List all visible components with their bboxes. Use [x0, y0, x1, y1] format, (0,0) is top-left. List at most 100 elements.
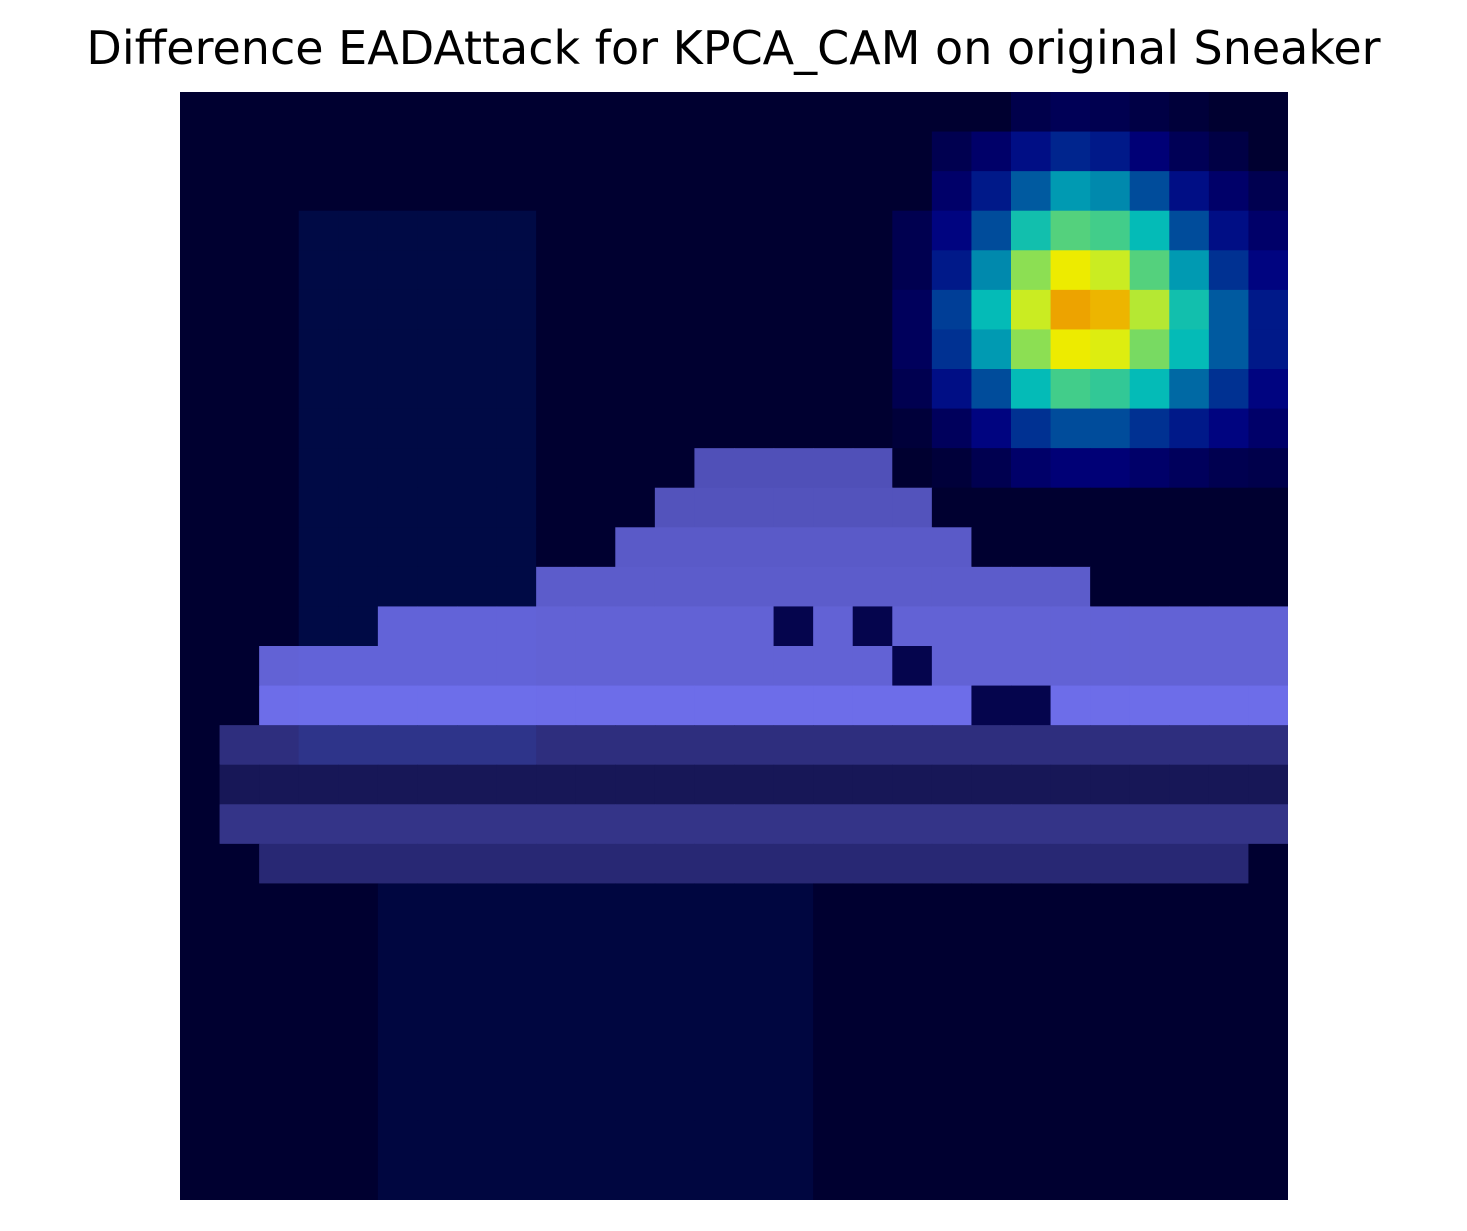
heatmap-cell — [496, 606, 537, 647]
heatmap-cell — [298, 923, 339, 964]
heatmap-cell — [219, 131, 260, 172]
heatmap-cell — [694, 1041, 735, 1082]
heatmap-cell — [1129, 1120, 1170, 1162]
heatmap-cell — [694, 725, 735, 766]
heatmap-cell — [1208, 725, 1250, 766]
heatmap-cell — [654, 923, 696, 964]
heatmap-cell — [1050, 527, 1091, 568]
heatmap-cell — [1050, 92, 1091, 133]
heatmap-cell — [615, 725, 656, 766]
heatmap-cell — [180, 646, 221, 687]
heatmap-cell — [852, 527, 893, 568]
heatmap-cell — [1169, 606, 1210, 647]
heatmap-cell — [1169, 171, 1210, 212]
heatmap-cell — [852, 171, 893, 212]
heatmap-cell — [694, 1160, 735, 1200]
heatmap-cell — [892, 1041, 933, 1082]
heatmap-cell — [536, 527, 577, 568]
heatmap-cell — [615, 804, 656, 845]
heatmap-cell — [377, 843, 419, 885]
heatmap-cell — [496, 883, 537, 924]
heatmap-cell — [219, 804, 260, 845]
heatmap-cell — [180, 685, 221, 726]
heatmap-cell — [338, 1120, 379, 1162]
heatmap-cell — [536, 1120, 577, 1162]
heatmap-cell — [496, 527, 537, 568]
heatmap-cell — [654, 962, 696, 1003]
heatmap-cell — [575, 408, 616, 449]
heatmap-cell — [298, 92, 339, 133]
heatmap-cell — [734, 685, 775, 726]
heatmap-cell — [259, 646, 300, 687]
heatmap-cell — [1090, 250, 1131, 291]
heatmap-cell — [773, 250, 814, 291]
heatmap-cell — [892, 329, 933, 370]
heatmap-cell — [615, 764, 656, 805]
heatmap-cell — [971, 408, 1012, 449]
heatmap-cell — [615, 210, 656, 251]
heatmap-cell — [892, 250, 933, 291]
heatmap-cell — [575, 131, 616, 172]
heatmap-cell — [180, 210, 221, 251]
heatmap-cell — [1208, 210, 1250, 251]
heatmap-cell — [496, 448, 537, 489]
heatmap-cell — [575, 1081, 616, 1122]
heatmap-cell — [892, 210, 933, 251]
heatmap-cell — [1129, 962, 1170, 1003]
heatmap-cell — [852, 408, 893, 449]
heatmap-cell — [457, 883, 498, 924]
heatmap-cell — [180, 1120, 221, 1162]
heatmap-cell — [298, 725, 339, 766]
heatmap-cell — [852, 92, 893, 133]
heatmap-cell — [377, 804, 419, 845]
heatmap-cell — [1208, 843, 1250, 885]
heatmap-cell — [1208, 606, 1250, 647]
heatmap-cell — [1050, 210, 1091, 251]
heatmap-cell — [852, 448, 893, 489]
heatmap-cell — [298, 369, 339, 410]
heatmap-cell — [1208, 329, 1250, 370]
heatmap-cell — [971, 764, 1012, 805]
heatmap-cell — [575, 329, 616, 370]
heatmap-cell — [417, 408, 458, 449]
heatmap-cell — [1129, 1160, 1170, 1200]
heatmap-cell — [259, 566, 300, 608]
heatmap-cell — [457, 369, 498, 410]
heatmap-cell — [773, 883, 814, 924]
heatmap-cell — [1169, 646, 1210, 687]
heatmap-cell — [852, 685, 893, 726]
heatmap-cell — [971, 171, 1012, 212]
heatmap-cell — [180, 843, 221, 885]
heatmap-cell — [259, 250, 300, 291]
heatmap-cell — [971, 1081, 1012, 1122]
heatmap-cell — [615, 1041, 656, 1082]
heatmap-cell — [417, 962, 458, 1003]
heatmap-cell — [180, 131, 221, 172]
heatmap-cell — [417, 804, 458, 845]
heatmap-cell — [734, 448, 775, 489]
heatmap-cell — [417, 1081, 458, 1122]
heatmap-cell — [813, 1081, 854, 1122]
heatmap-cell — [496, 685, 537, 726]
heatmap-cell — [1169, 1081, 1210, 1122]
heatmap-cell — [1169, 250, 1210, 291]
heatmap-cell — [931, 92, 973, 133]
heatmap-cell — [971, 92, 1012, 133]
heatmap-cell — [298, 487, 339, 528]
heatmap-cell — [496, 566, 537, 608]
heatmap-cell — [180, 171, 221, 212]
heatmap-cell — [338, 408, 379, 449]
heatmap-cell — [1208, 527, 1250, 568]
heatmap-cell — [1208, 646, 1250, 687]
heatmap-cell — [259, 606, 300, 647]
heatmap-cell — [338, 606, 379, 647]
heatmap-cell — [1169, 1002, 1210, 1043]
heatmap-cell — [259, 843, 300, 885]
heatmap-cell — [892, 646, 933, 687]
heatmap-cell — [298, 448, 339, 489]
heatmap-cell — [971, 685, 1012, 726]
heatmap-cell — [1050, 329, 1091, 370]
heatmap-cell — [1129, 448, 1170, 489]
heatmap-cell — [1090, 1041, 1131, 1082]
heatmap-cell — [852, 804, 893, 845]
